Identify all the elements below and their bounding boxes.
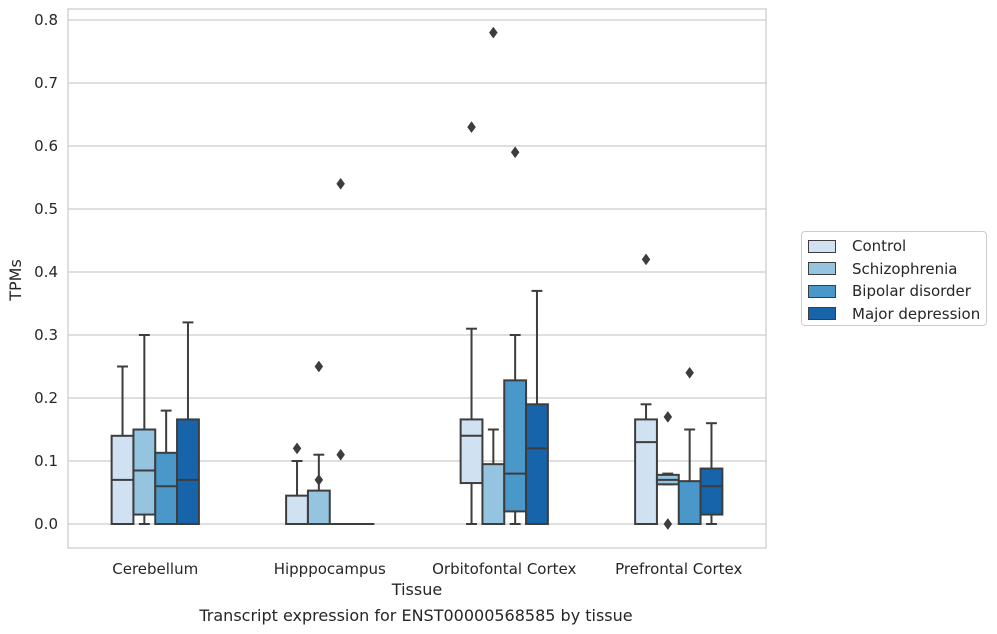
y-tick-label: 0.0 (34, 515, 58, 533)
box-body (154, 451, 179, 525)
box-body (176, 418, 200, 526)
box-body (503, 379, 528, 513)
y-tick-label: 0.2 (34, 389, 58, 407)
legend-item: Bipolar disorder (808, 280, 986, 303)
legend-swatch (808, 307, 836, 321)
outlier-point (510, 146, 520, 159)
plot-area-frame (67, 8, 767, 549)
box-body (677, 480, 702, 526)
y-tick-label: 0.3 (34, 326, 58, 344)
box (459, 121, 484, 525)
box (154, 409, 179, 525)
box (481, 26, 506, 525)
box (328, 177, 353, 526)
box (634, 253, 658, 526)
box-series-group (110, 26, 724, 530)
y-tick-label: 0.5 (34, 200, 58, 218)
box (285, 442, 309, 525)
y-tick-label: 0.7 (34, 74, 58, 92)
legend-swatch (808, 284, 836, 298)
outlier-point (292, 442, 302, 455)
outlier-point (336, 448, 345, 461)
outlier-point (336, 177, 345, 190)
legend-item: Control (808, 235, 986, 258)
box-body (481, 463, 506, 525)
y-axis-label: TPMs (6, 259, 25, 302)
box (132, 334, 157, 525)
y-tick-label: 0.8 (34, 11, 58, 29)
box (110, 365, 135, 525)
x-tick-label: Orbitofontal Cortex (432, 560, 576, 578)
y-tick-label: 0.1 (34, 452, 58, 470)
legend-item: Schizophrenia (808, 258, 986, 281)
x-tick-label: Cerebellum (112, 560, 198, 578)
box (525, 289, 549, 525)
box-body (699, 467, 724, 516)
legend: Control Schizophrenia Bipolar disorder Majo… (801, 231, 987, 326)
box-body (525, 403, 549, 525)
legend-swatch (808, 239, 836, 253)
x-axis-label: Tissue (391, 580, 442, 599)
figure-caption: Transcript expression for ENST0000056858… (199, 606, 633, 625)
box (699, 422, 724, 525)
box (677, 366, 702, 526)
x-tick-label: Hipppocampus (274, 560, 386, 578)
box-body (634, 418, 658, 526)
box-body (306, 489, 331, 525)
box (655, 410, 680, 530)
legend-label: Bipolar disorder (852, 282, 971, 301)
outlier-point (663, 410, 673, 423)
box (176, 321, 200, 526)
x-tick-labels: Cerebellum Hipppocampus Orbitofontal Corte… (112, 560, 742, 578)
legend-label: Major depression (852, 304, 981, 323)
box-body (132, 428, 157, 516)
outlier-point (663, 518, 673, 530)
box-body (459, 418, 484, 485)
outlier-point (467, 121, 476, 134)
outlier-point (641, 253, 651, 266)
x-tick-label: Prefrontal Cortex (615, 560, 742, 578)
legend-label: Control (852, 237, 907, 256)
box-body (285, 494, 309, 525)
legend-item: Major depression (808, 303, 986, 326)
outlier-point (314, 473, 324, 486)
legend-label: Schizophrenia (852, 259, 958, 278)
legend-swatch (808, 262, 836, 276)
outlier-point (489, 26, 498, 39)
y-gridlines (68, 19, 766, 525)
outlier-point (685, 366, 694, 379)
y-tick-label: 0.6 (34, 137, 58, 155)
y-tick-labels: 0.0 0.1 0.2 0.3 0.4 0.5 0.6 0.7 0.8 (34, 11, 58, 533)
box (306, 360, 331, 525)
y-tick-label: 0.4 (34, 263, 58, 281)
outlier-point (314, 360, 324, 373)
